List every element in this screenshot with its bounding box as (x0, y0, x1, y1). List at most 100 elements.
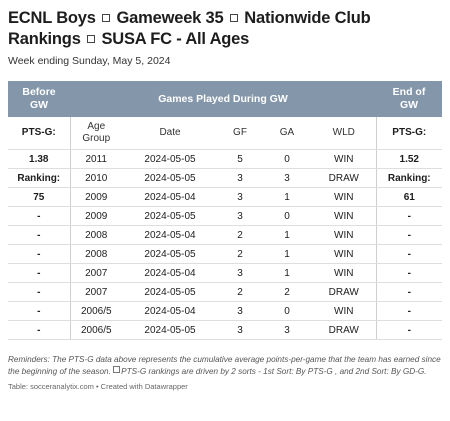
cell-wld: DRAW (312, 320, 376, 340)
cell-end: - (375, 225, 442, 245)
group-end-line-2: GW (399, 99, 419, 111)
title-part-4: SUSA FC - All Ages (101, 30, 250, 48)
cell-date: 2024-05-05 (122, 149, 218, 169)
cell-end: - (375, 263, 442, 283)
cell-age: 2006/5 (70, 301, 122, 321)
col-header-pts-before: PTS-G: (8, 117, 71, 150)
col-header-pts-end: PTS-G: (375, 117, 442, 150)
cell-before: - (8, 263, 71, 283)
group-end-line-1: End of (392, 86, 426, 98)
table-row: - 2006/5 2024-05-04 3 0 WIN - (8, 301, 442, 321)
cell-age: 2011 (70, 149, 122, 169)
group-end-gw: End of GW (376, 81, 442, 117)
cell-gf: 2 (218, 282, 262, 302)
reminders-label: Reminders: (8, 355, 50, 364)
cell-gf: 3 (218, 206, 262, 226)
cell-before: - (8, 320, 71, 340)
cell-gf: 3 (218, 187, 262, 207)
cell-end: - (375, 206, 442, 226)
cell-age: 2009 (70, 206, 122, 226)
table-row: - 2008 2024-05-05 2 1 WIN - (8, 244, 442, 264)
cell-date: 2024-05-04 (122, 263, 218, 283)
cell-before: Ranking: (8, 168, 71, 188)
cell-wld: WIN (312, 187, 376, 207)
cell-age: 2008 (70, 244, 122, 264)
square-icon (102, 14, 111, 22)
reminders-note: Reminders: The PTS-G data above represen… (8, 354, 444, 378)
cell-before: - (8, 225, 71, 245)
cell-ga: 0 (262, 206, 312, 226)
table-row: 75 2009 2024-05-04 3 1 WIN 61 (8, 187, 442, 207)
cell-wld: WIN (312, 263, 376, 283)
page: ECNL Boys Gameweek 35 Nationwide Club Ra… (8, 8, 444, 391)
cell-date: 2024-05-04 (122, 225, 218, 245)
cell-end: - (375, 301, 442, 321)
group-before-line-2: GW (29, 99, 49, 111)
cell-age: 2007 (70, 263, 122, 283)
table-row: - 2007 2024-05-05 2 2 DRAW - (8, 282, 442, 302)
table-row: Ranking: 2010 2024-05-05 3 3 DRAW Rankin… (8, 168, 442, 188)
cell-gf: 5 (218, 149, 262, 169)
cell-ga: 0 (262, 301, 312, 321)
cell-end: - (375, 282, 442, 302)
subtitle: Week ending Sunday, May 5, 2024 (8, 55, 171, 67)
cell-before: - (8, 301, 71, 321)
table-row: 1.38 2011 2024-05-05 5 0 WIN 1.52 (8, 149, 442, 169)
cell-gf: 3 (218, 263, 262, 283)
cell-wld: WIN (312, 244, 376, 264)
table-row: - 2009 2024-05-05 3 0 WIN - (8, 206, 442, 226)
table-row: - 2008 2024-05-04 2 1 WIN - (8, 225, 442, 245)
cell-gf: 3 (218, 168, 262, 188)
cell-ga: 1 (262, 244, 312, 264)
cell-before: 1.38 (8, 149, 71, 169)
cell-end: - (375, 244, 442, 264)
cell-age: 2010 (70, 168, 122, 188)
cell-date: 2024-05-05 (122, 320, 218, 340)
col-header-date: Date (122, 117, 218, 150)
cell-wld: WIN (312, 149, 376, 169)
cell-ga: 1 (262, 225, 312, 245)
cell-before: 75 (8, 187, 71, 207)
square-icon (87, 35, 96, 43)
cell-end: 1.52 (375, 149, 442, 169)
cell-age: 2009 (70, 187, 122, 207)
table-row: - 2007 2024-05-04 3 1 WIN - (8, 263, 442, 283)
cell-wld: WIN (312, 206, 376, 226)
source-credit: Table: socceranalytix.com • Created with… (8, 382, 188, 391)
cell-ga: 1 (262, 263, 312, 283)
cell-wld: DRAW (312, 282, 376, 302)
column-header-row: PTS-G: Age Group Date GF GA WLD PTS-G: (8, 117, 442, 150)
reminders-text-2: PTS-G rankings are driven by 2 sorts - 1… (121, 367, 427, 376)
cell-gf: 2 (218, 225, 262, 245)
cell-date: 2024-05-04 (122, 301, 218, 321)
cell-gf: 3 (218, 301, 262, 321)
cell-gf: 3 (218, 320, 262, 340)
col-header-gf: GF (218, 117, 262, 150)
cell-ga: 2 (262, 282, 312, 302)
cell-before: - (8, 244, 71, 264)
cell-date: 2024-05-05 (122, 206, 218, 226)
cell-before: - (8, 282, 71, 302)
square-icon (113, 366, 121, 373)
title-part-3: Nationwide Club Rankings (8, 9, 371, 48)
rankings-table: Before GW Games Played During GW End of … (8, 81, 442, 340)
cell-date: 2024-05-05 (122, 168, 218, 188)
cell-date: 2024-05-04 (122, 187, 218, 207)
col-header-age-line-1: Age (87, 121, 106, 132)
cell-end: 61 (375, 187, 442, 207)
cell-ga: 1 (262, 187, 312, 207)
cell-ga: 3 (262, 168, 312, 188)
table-row: - 2006/5 2024-05-05 3 3 DRAW - (8, 320, 442, 340)
cell-ga: 0 (262, 149, 312, 169)
cell-ga: 3 (262, 320, 312, 340)
square-icon (229, 14, 238, 22)
page-title: ECNL Boys Gameweek 35 Nationwide Club Ra… (8, 8, 428, 50)
cell-end: Ranking: (375, 168, 442, 188)
col-header-age-line-2: Group (82, 133, 111, 144)
cell-date: 2024-05-05 (122, 282, 218, 302)
cell-wld: WIN (312, 301, 376, 321)
cell-gf: 2 (218, 244, 262, 264)
title-part-1: ECNL Boys (8, 9, 96, 27)
cell-age: 2006/5 (70, 320, 122, 340)
group-games-played: Games Played During GW (70, 81, 376, 117)
